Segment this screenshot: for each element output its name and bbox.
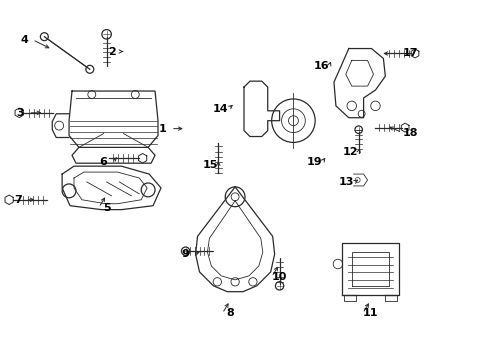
Circle shape <box>181 247 189 255</box>
Text: 7: 7 <box>14 195 21 205</box>
Text: 12: 12 <box>342 147 358 157</box>
Circle shape <box>41 33 48 41</box>
Circle shape <box>102 30 111 39</box>
Text: 3: 3 <box>17 108 24 118</box>
Text: 14: 14 <box>212 104 227 114</box>
Text: 4: 4 <box>20 35 28 45</box>
Text: 16: 16 <box>313 61 328 71</box>
Circle shape <box>275 282 283 290</box>
Text: 15: 15 <box>203 160 218 170</box>
Circle shape <box>86 66 94 73</box>
Text: 18: 18 <box>402 127 417 138</box>
Text: 2: 2 <box>107 46 115 57</box>
Text: 1: 1 <box>159 123 166 134</box>
Text: 6: 6 <box>100 157 107 167</box>
Text: 9: 9 <box>182 249 189 259</box>
Circle shape <box>332 259 342 269</box>
Text: 19: 19 <box>306 157 321 167</box>
Text: 17: 17 <box>402 49 417 58</box>
Circle shape <box>354 126 362 134</box>
Text: 10: 10 <box>271 272 286 282</box>
Text: 11: 11 <box>362 309 378 319</box>
Text: 13: 13 <box>338 177 354 187</box>
Text: 8: 8 <box>226 309 234 319</box>
Text: 5: 5 <box>102 203 110 213</box>
